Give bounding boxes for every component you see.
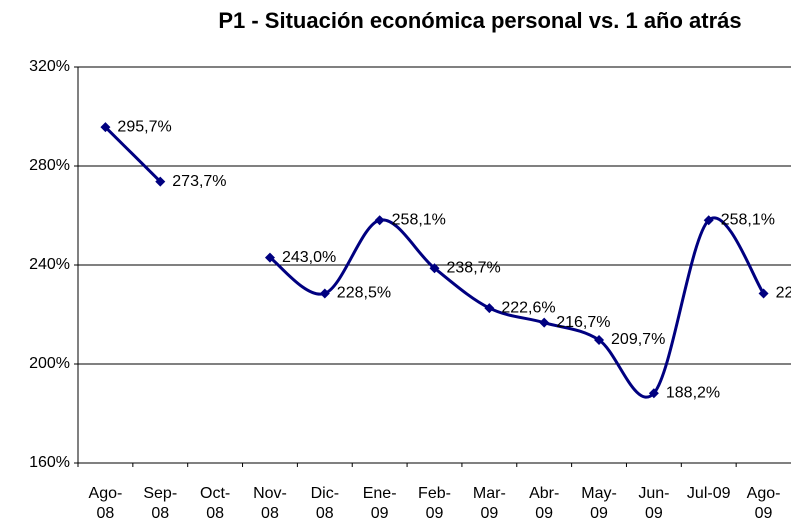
marker (758, 288, 769, 299)
data-label: 209,7% (611, 331, 665, 348)
line (104, 126, 162, 183)
x-tick-label: May-09 (581, 485, 617, 522)
y-tick-label: 280% (29, 157, 70, 174)
data-label: 258,1% (392, 211, 446, 228)
chart-title: P1 - Situación económica personal vs. 1 … (218, 8, 742, 33)
marker (703, 215, 714, 226)
data-label: 258,1% (721, 211, 775, 228)
x-tick-label: Feb-09 (418, 485, 451, 522)
data-label: 273,7% (172, 173, 226, 190)
data-label: 243,0% (282, 249, 336, 266)
data-label: 238,7% (447, 259, 501, 276)
x-tick-label: Abr-09 (529, 485, 560, 522)
data-label: 228,5% (776, 285, 791, 302)
y-tick-label: 200% (29, 355, 70, 372)
marker (648, 388, 659, 399)
y-tick-label: 160% (29, 454, 70, 471)
marker (155, 176, 166, 187)
x-tick-label: Ago-08 (88, 485, 123, 522)
x-tick-label: Nov-08 (253, 485, 287, 522)
marker (429, 263, 440, 274)
x-tick-label: Ene-09 (362, 485, 397, 522)
marker (264, 252, 275, 263)
marker (319, 288, 330, 299)
data-label: 228,5% (337, 285, 391, 302)
x-tick-label: Sep-08 (143, 485, 178, 522)
data-label: 295,7% (117, 118, 171, 135)
x-tick-label: Dic-08 (310, 485, 340, 522)
data-label: 216,7% (556, 314, 610, 331)
x-tick-label: Jul-09 (686, 485, 731, 502)
x-tick-label: Jun-09 (638, 485, 670, 522)
marker (100, 122, 111, 133)
x-tick-label: Ago-09 (746, 485, 781, 522)
marker (484, 303, 495, 314)
line (269, 216, 765, 399)
marker (374, 215, 385, 226)
y-tick-label: 320% (29, 58, 70, 75)
x-tick-label: Mar-09 (472, 485, 506, 522)
data-label: 222,6% (501, 299, 555, 316)
data-label: 188,2% (666, 384, 720, 401)
marker (539, 317, 550, 328)
x-tick-label: Oct-08 (200, 485, 231, 522)
marker (594, 334, 605, 345)
y-tick-label: 240% (29, 256, 70, 273)
